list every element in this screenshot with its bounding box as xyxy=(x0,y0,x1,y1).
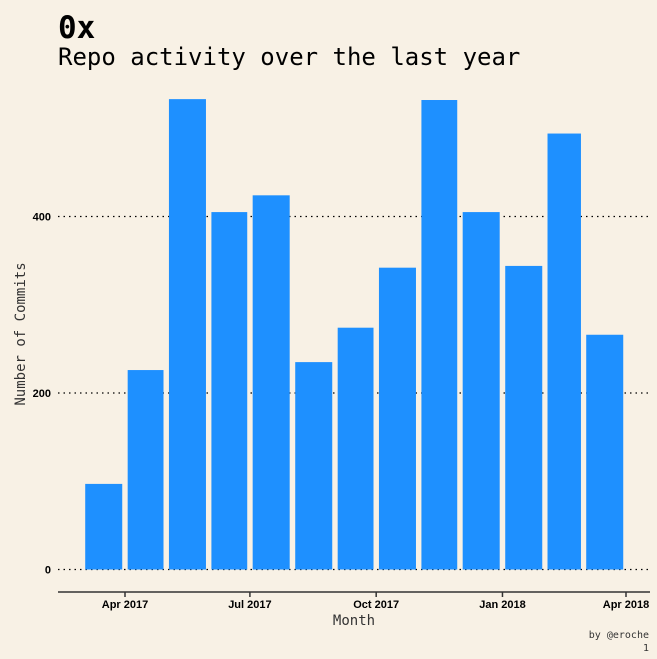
bar-2017-04 xyxy=(127,370,164,570)
y-axis-ticks: 0 200 400 xyxy=(33,212,51,577)
x-tick-label-4: Apr 2018 xyxy=(603,599,649,611)
x-axis-ticks: Apr 2017 Jul 2017 Oct 2017 Jan 2018 Apr 2018 xyxy=(102,592,649,611)
x-tick-label-1: Jul 2017 xyxy=(228,599,271,611)
chart-title: 0x xyxy=(58,10,95,46)
caption-author: by @eroche xyxy=(589,630,649,641)
x-tick-label-0: Apr 2017 xyxy=(102,599,148,611)
x-tick-label-2: Oct 2017 xyxy=(353,599,399,611)
chart-subtitle: Repo activity over the last year xyxy=(58,43,520,71)
bar-2018-03 xyxy=(586,334,624,570)
bar-2017-05 xyxy=(168,99,206,570)
x-tick-label-3: Jan 2018 xyxy=(479,599,525,611)
bar-2018-01 xyxy=(505,265,543,570)
bar-2017-06 xyxy=(211,212,248,570)
bar-2017-09 xyxy=(337,327,374,570)
bar-2017-12 xyxy=(462,212,500,570)
caption-page: 1 xyxy=(643,643,649,654)
bar-2017-03 xyxy=(85,483,123,570)
bar-2018-02 xyxy=(547,133,581,570)
y-tick-label-2: 400 xyxy=(33,212,51,224)
y-tick-label-1: 200 xyxy=(33,388,51,400)
y-axis-title: Number of Commits xyxy=(13,262,29,405)
bars xyxy=(85,99,624,570)
bar-2017-10 xyxy=(378,267,416,570)
bar-2017-07 xyxy=(252,195,290,570)
x-axis-title: Month xyxy=(333,613,375,629)
bar-2017-11 xyxy=(421,100,458,570)
bar-2017-08 xyxy=(295,362,333,570)
y-tick-label-0: 0 xyxy=(45,565,51,577)
